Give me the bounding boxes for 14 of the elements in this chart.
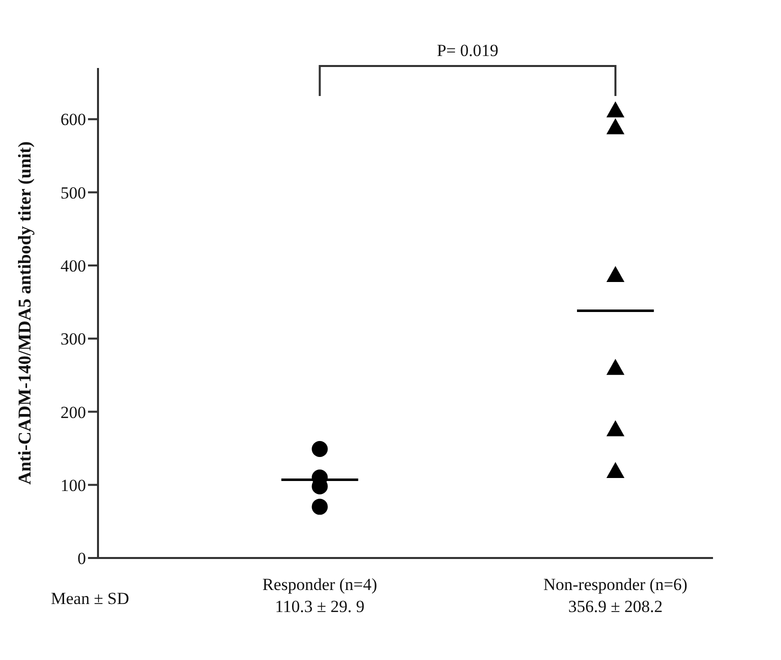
y-tick-label: 200 xyxy=(60,402,86,422)
x-tick-label: Responder (n=4) xyxy=(262,575,378,594)
y-tick-label: 400 xyxy=(60,256,86,276)
y-tick-label: 600 xyxy=(60,110,86,130)
text: Mean ± SD xyxy=(50,589,130,608)
x-tick-label: Non-responder (n=6) xyxy=(543,575,688,594)
text: 110.3 ± 29. 9 xyxy=(275,597,364,616)
text: P= 0.019 xyxy=(436,41,498,60)
y-tick-label: 100 xyxy=(60,476,86,495)
text: 356.9 ± 208.2 xyxy=(568,597,663,616)
y-tick-label: 500 xyxy=(60,183,86,202)
y-tick-label: 300 xyxy=(60,330,86,349)
y-tick-label: 0 xyxy=(78,549,86,568)
y-axis-title: Anti-CADM-140/MDA5 antibody titer (unit) xyxy=(14,141,34,485)
